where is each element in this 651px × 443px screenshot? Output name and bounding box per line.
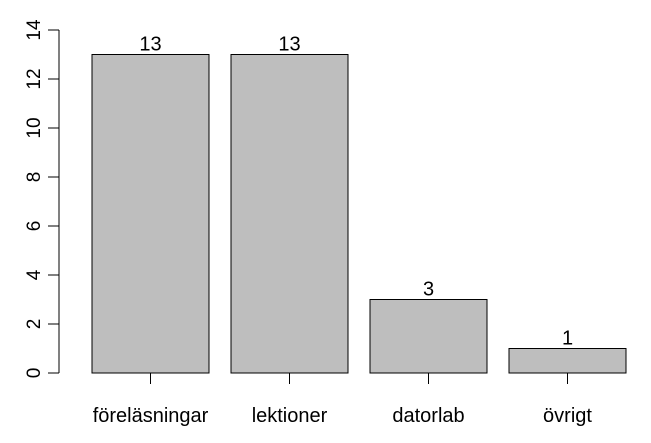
data-label-2: 3 [423, 279, 434, 301]
y-tick-label: 10 [24, 117, 45, 138]
y-tick-label: 6 [24, 221, 45, 232]
y-axis: 0 2 4 6 8 10 12 14 [24, 19, 60, 379]
y-tick-label: 0 [24, 368, 45, 379]
bars-group: 13 13 3 1 [91, 34, 627, 374]
x-axis: föreläsningar lektioner datorlab övrigt [93, 373, 592, 427]
y-tick-label: 8 [24, 172, 45, 183]
bar-1 [230, 54, 349, 374]
data-label-0: 13 [139, 34, 161, 56]
bar-0 [91, 54, 210, 374]
x-category-label: lektioner [252, 405, 328, 427]
x-category-label: datorlab [392, 405, 464, 427]
y-tick-label: 14 [24, 19, 45, 41]
y-tick-label: 2 [24, 319, 45, 330]
y-tick-label: 4 [24, 269, 45, 280]
bar-2 [369, 299, 488, 374]
bar-3 [508, 348, 627, 374]
data-label-3: 1 [562, 328, 573, 350]
data-label-1: 13 [278, 34, 300, 56]
x-category-label: föreläsningar [93, 405, 209, 427]
y-tick-label: 12 [24, 68, 45, 89]
x-category-label: övrigt [543, 405, 592, 427]
